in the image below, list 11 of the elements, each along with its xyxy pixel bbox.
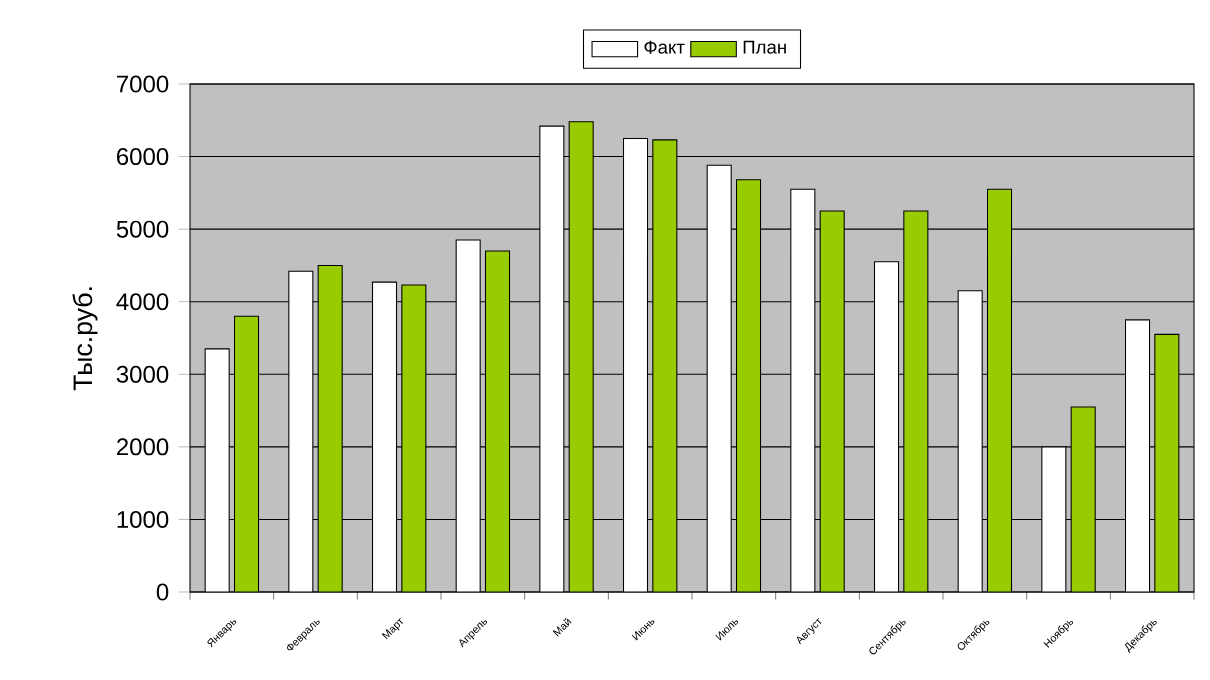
y-tick-label: 0 [156,583,169,601]
y-tick-label: 2000 [117,438,169,456]
y-tick-label: 4000 [116,293,169,311]
legend-label: Факт [644,40,685,54]
y-tick-label: 3000 [116,365,169,383]
legend-label: План [743,40,786,54]
y-tick-label: 1000 [117,510,169,528]
y-tick-label: 6000 [117,148,169,166]
y-tick-label: 7000 [117,75,169,93]
y-axis-title: Тыс.руб. [72,287,98,391]
y-tick-label: 5000 [116,220,169,238]
